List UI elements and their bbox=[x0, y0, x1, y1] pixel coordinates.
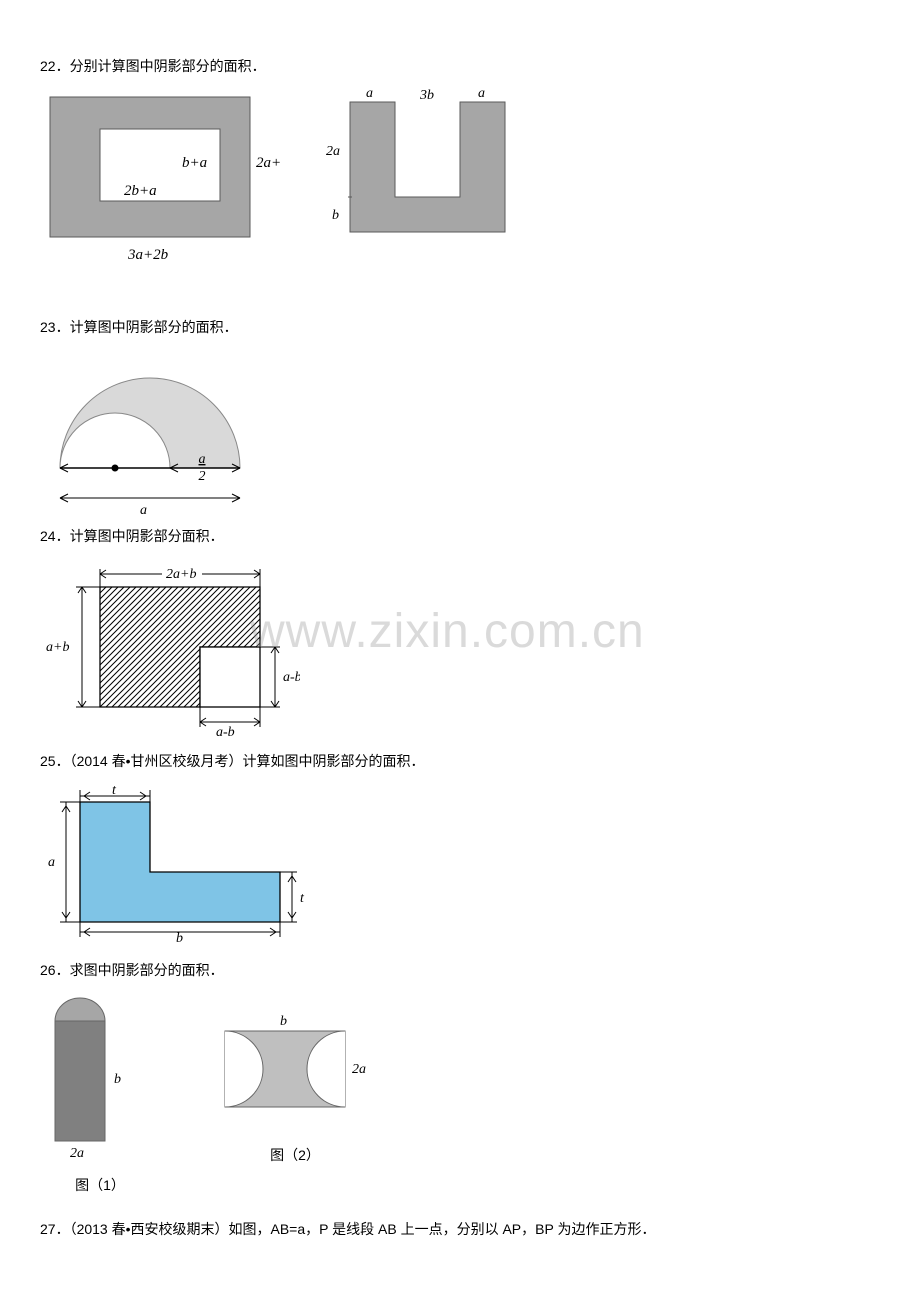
q27-text: 27．（2013 春•西安校级期末）如图，AB=a，P 是线段 AB 上一点，分… bbox=[40, 1219, 880, 1240]
q22-text: 22．分别计算图中阴影部分的面积． bbox=[40, 56, 880, 77]
lbl-b: b bbox=[280, 1014, 287, 1029]
q22-figures: b+a 2b+a 2a+b 3a+2b a 3b a 2a b bbox=[40, 87, 880, 267]
q22-fig2: a 3b a 2a b bbox=[320, 87, 550, 247]
q26-figs: b 2a 图（1） b 2a 图（2） bbox=[40, 991, 880, 1195]
lbl-t2: t bbox=[300, 891, 305, 906]
q26-text: 26．求图中阴影部分的面积． bbox=[40, 960, 880, 981]
q22-fig1-svg: b+a 2b+a 2a+b 3a+2b bbox=[40, 87, 280, 267]
lbl-2a: 2a bbox=[70, 1146, 84, 1161]
lbl-3b: 3b bbox=[419, 88, 434, 103]
lbl-a2-bot: 2 bbox=[199, 469, 206, 484]
q22-fig1: b+a 2b+a 2a+b 3a+2b bbox=[40, 87, 280, 267]
q23-text: 23．计算图中阴影部分的面积． bbox=[40, 317, 880, 338]
lbl-a2-top: a bbox=[199, 452, 206, 467]
q25-fig: t a t b bbox=[40, 782, 880, 942]
lbl-right: 2a+b bbox=[256, 155, 280, 171]
q26-fig1-cap: 图（1） bbox=[40, 1175, 160, 1195]
lbl-a2r: a bbox=[478, 87, 485, 101]
lbl-top: 2a+b bbox=[166, 567, 196, 582]
q23-svg: a 2 a bbox=[40, 348, 280, 518]
lbl-b: b bbox=[114, 1072, 121, 1087]
q22-fig2-svg: a 3b a 2a b bbox=[320, 87, 550, 247]
q26-fig1: b 2a 图（1） bbox=[40, 991, 160, 1195]
q24-fig: 2a+b a+b a-b a-b bbox=[40, 557, 880, 737]
q26-fig1-svg: b 2a bbox=[40, 991, 160, 1171]
q25-text: 25．（2014 春•甘州区校级月考）计算如图中阴影部分的面积． bbox=[40, 751, 880, 772]
lbl-2a: 2a bbox=[352, 1062, 366, 1077]
lbl-2a: 2a bbox=[326, 144, 340, 159]
lbl-a: a bbox=[140, 503, 147, 518]
lbl-inner-bot: 2b+a bbox=[124, 183, 157, 199]
q25-svg: t a t b bbox=[40, 782, 320, 942]
q24-text: 24．计算图中阴影部分面积． bbox=[40, 526, 880, 547]
lbl-a: a bbox=[48, 855, 55, 870]
lbl-bot: a-b bbox=[216, 725, 235, 737]
q26-fig2-cap: 图（2） bbox=[210, 1145, 380, 1165]
lbl-inner-mid: b+a bbox=[182, 155, 207, 171]
q26-fig2-svg: b 2a bbox=[210, 991, 380, 1141]
q23-fig: a 2 a bbox=[40, 348, 880, 518]
lbl-a1: a bbox=[366, 87, 373, 101]
lbl-right: a-b bbox=[283, 670, 300, 685]
lbl-b: b bbox=[332, 208, 339, 223]
lbl-left: a+b bbox=[46, 640, 69, 655]
q24-svg: 2a+b a+b a-b a-b bbox=[40, 557, 300, 737]
lbl-bottom: 3a+2b bbox=[127, 247, 169, 263]
lbl-b: b bbox=[176, 931, 183, 942]
q26-fig2: b 2a 图（2） bbox=[210, 991, 380, 1165]
